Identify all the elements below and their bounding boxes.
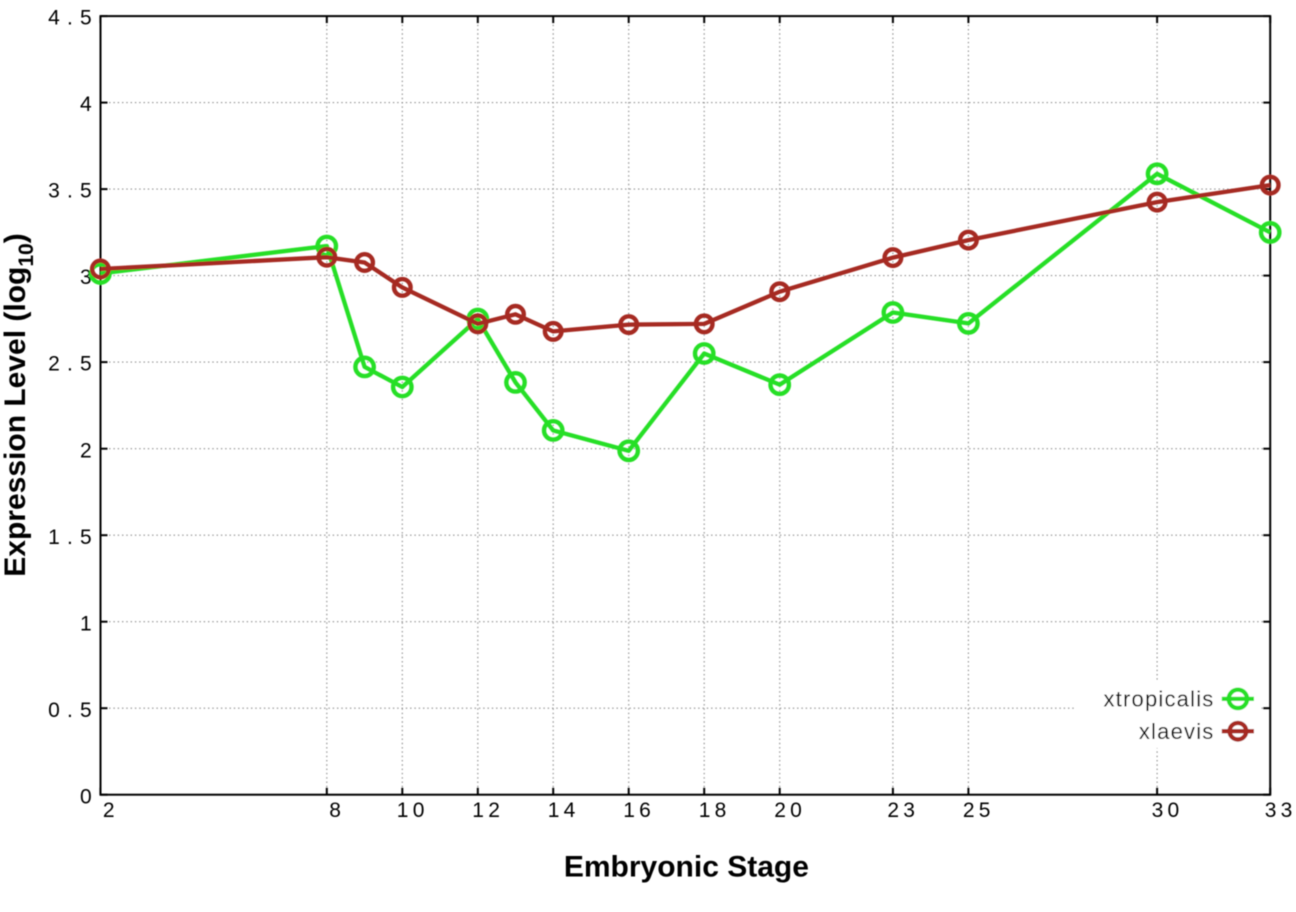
svg-text:0: 0 xyxy=(80,785,92,808)
svg-text:5: 5 xyxy=(80,180,92,203)
svg-text:3: 3 xyxy=(48,180,60,203)
svg-text:3: 3 xyxy=(1152,799,1164,822)
svg-text:5: 5 xyxy=(80,526,92,549)
svg-text:.: . xyxy=(67,180,73,203)
svg-text:5: 5 xyxy=(80,353,92,376)
svg-text:8: 8 xyxy=(329,799,341,822)
svg-text:0: 0 xyxy=(413,799,425,822)
svg-text:4: 4 xyxy=(48,7,60,30)
svg-text:.: . xyxy=(67,699,73,722)
svg-text:5: 5 xyxy=(979,799,991,822)
svg-text:.: . xyxy=(67,353,73,376)
svg-text:3: 3 xyxy=(1265,799,1277,822)
svg-text:1: 1 xyxy=(699,799,711,822)
svg-text:2: 2 xyxy=(48,353,60,376)
svg-text:3: 3 xyxy=(1281,799,1293,822)
svg-text:Embryonic Stage: Embryonic Stage xyxy=(564,850,809,883)
svg-text:1: 1 xyxy=(472,799,484,822)
svg-text:xtropicalis: xtropicalis xyxy=(1103,687,1214,712)
svg-text:2: 2 xyxy=(488,799,500,822)
svg-text:1: 1 xyxy=(397,799,409,822)
svg-text:.: . xyxy=(67,7,73,30)
svg-text:2: 2 xyxy=(103,799,115,822)
svg-text:1: 1 xyxy=(548,799,560,822)
svg-text:3: 3 xyxy=(80,266,92,289)
svg-text:0: 0 xyxy=(790,799,802,822)
svg-text:1: 1 xyxy=(623,799,635,822)
svg-text:2: 2 xyxy=(963,799,975,822)
svg-text:4: 4 xyxy=(564,799,576,822)
svg-text:xlaevis: xlaevis xyxy=(1139,719,1215,744)
svg-text:8: 8 xyxy=(715,799,727,822)
svg-text:6: 6 xyxy=(639,799,651,822)
svg-text:1: 1 xyxy=(48,526,60,549)
svg-text:1: 1 xyxy=(80,612,92,635)
svg-text:2: 2 xyxy=(774,799,786,822)
svg-text:3: 3 xyxy=(903,799,915,822)
svg-text:5: 5 xyxy=(80,699,92,722)
svg-text:Expression Level (log10): Expression Level (log10) xyxy=(0,233,38,576)
svg-text:.: . xyxy=(67,526,73,549)
svg-text:2: 2 xyxy=(80,439,92,462)
svg-text:0: 0 xyxy=(48,699,60,722)
svg-text:4: 4 xyxy=(80,93,92,116)
svg-text:0: 0 xyxy=(1168,799,1180,822)
svg-text:2: 2 xyxy=(887,799,899,822)
svg-text:5: 5 xyxy=(80,7,92,30)
